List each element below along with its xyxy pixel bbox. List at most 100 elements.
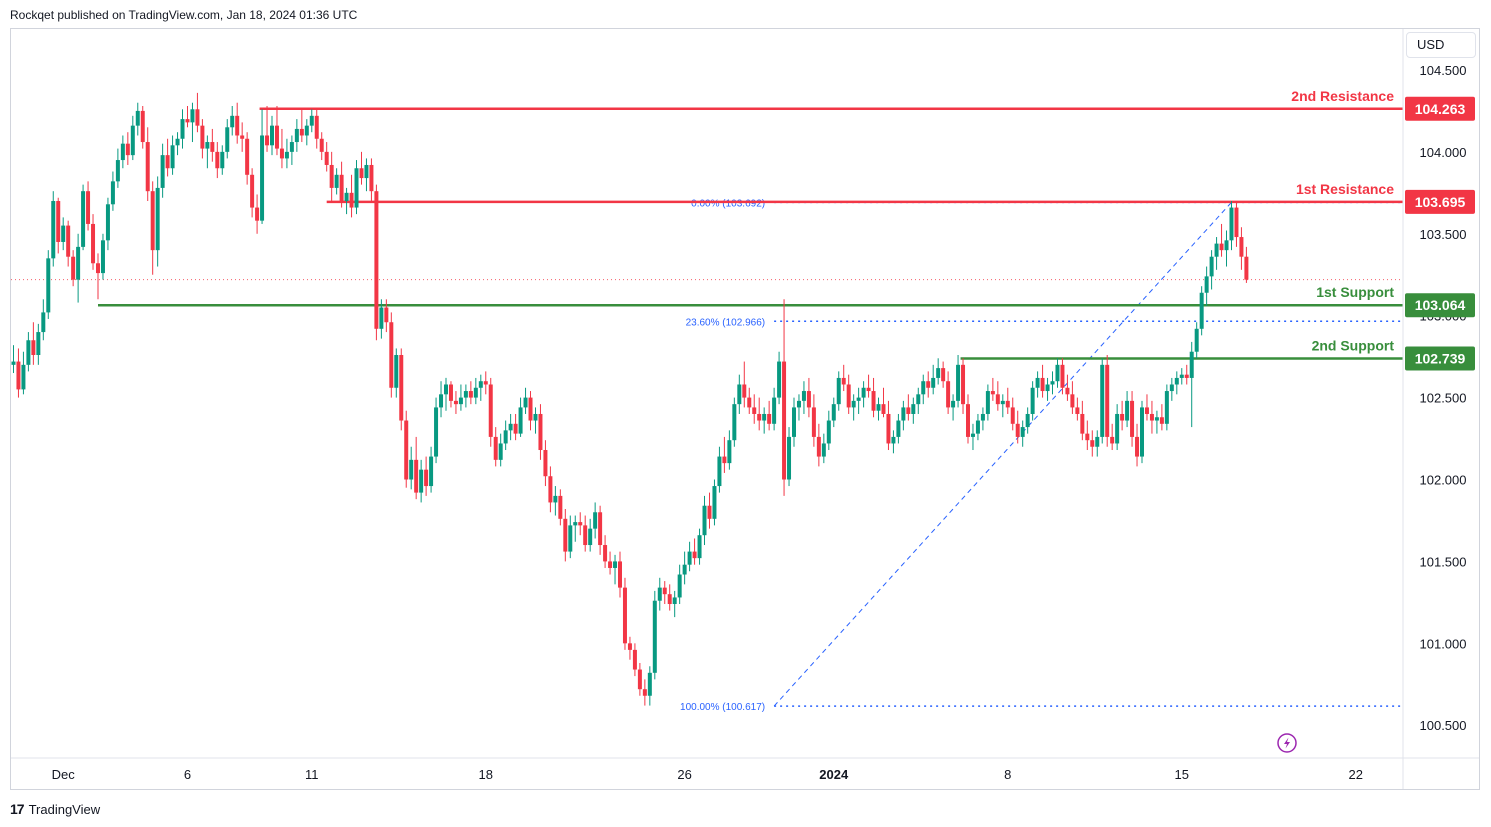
price-tags: 104.263 103.695 103.064 102.739	[1405, 96, 1475, 371]
candle	[250, 168, 255, 218]
candle	[334, 168, 339, 195]
candle-body	[1244, 256, 1249, 280]
candle-body	[1154, 417, 1159, 421]
candle-body	[294, 128, 299, 143]
candle-body	[777, 361, 782, 398]
candle-body	[856, 397, 861, 401]
candle	[1105, 355, 1110, 447]
candle	[409, 446, 414, 490]
candle-body	[990, 391, 995, 395]
candle	[990, 377, 995, 401]
candle	[245, 132, 250, 185]
x-tick-label: 26	[677, 767, 691, 782]
candle-body	[1085, 433, 1090, 441]
candle-body	[245, 138, 250, 175]
candle	[1199, 286, 1204, 336]
candle-body	[1060, 364, 1065, 388]
level-label: 1st Support	[1316, 284, 1394, 300]
candle-body	[767, 413, 772, 424]
candle	[180, 109, 185, 149]
candle	[1030, 381, 1035, 421]
candle	[1085, 420, 1090, 451]
candle-body	[96, 263, 100, 274]
tradingview-logo[interactable]: 17 TradingView	[10, 801, 100, 817]
candle	[1169, 377, 1174, 401]
candle-body	[503, 430, 508, 444]
candle-body	[125, 143, 130, 156]
candle	[792, 397, 796, 447]
candle	[354, 160, 359, 215]
candle-body	[36, 332, 41, 356]
candle-body	[463, 391, 468, 398]
candle-body	[250, 174, 255, 208]
currency-selector[interactable]: USD	[1406, 32, 1476, 58]
candle	[568, 515, 573, 559]
candle	[951, 394, 956, 421]
candle-body	[274, 125, 279, 149]
candle-body	[518, 407, 523, 434]
candle-body	[175, 138, 180, 146]
candle	[434, 397, 439, 464]
candle-body	[404, 420, 409, 480]
candle	[394, 348, 399, 398]
candle-body	[1045, 384, 1050, 392]
candle	[916, 387, 921, 414]
candle-body	[886, 413, 891, 444]
candle	[41, 299, 46, 341]
candle	[145, 127, 150, 202]
candle-body	[662, 587, 667, 595]
candle	[1055, 358, 1060, 388]
candle	[553, 486, 558, 516]
candle-body	[478, 381, 483, 388]
candle	[757, 397, 762, 431]
candle	[319, 132, 324, 161]
candle-body	[458, 397, 463, 405]
candle-body	[195, 109, 200, 126]
candle	[314, 107, 319, 149]
candle-body	[523, 397, 528, 408]
y-tick-label: 101.500	[1420, 554, 1467, 569]
candle	[135, 102, 140, 136]
candle-body	[488, 384, 493, 437]
candle	[846, 374, 851, 414]
candle-body	[806, 391, 811, 408]
tradingview-logo-text: TradingView	[28, 801, 101, 817]
candle	[339, 161, 344, 208]
candle	[1050, 371, 1055, 395]
candle	[742, 361, 747, 408]
candle	[1144, 394, 1149, 421]
candle	[831, 397, 836, 428]
candle	[51, 191, 56, 267]
candle	[36, 323, 41, 365]
candle-body	[677, 574, 682, 598]
candle-body	[528, 397, 533, 421]
candle	[717, 446, 722, 493]
candle-body	[876, 404, 881, 411]
publisher-attribution: Rockqet published on TradingView.com, Ja…	[10, 8, 358, 22]
candle	[483, 371, 488, 395]
candle	[1154, 410, 1159, 434]
candle-body	[145, 142, 150, 192]
candle-body	[1075, 407, 1080, 414]
candle-body	[230, 115, 235, 128]
candle	[225, 119, 230, 159]
tradingview-mark-icon: 17	[10, 801, 25, 817]
candle	[255, 194, 260, 234]
candle	[1025, 407, 1030, 434]
candle	[364, 158, 369, 192]
candle-body	[150, 191, 155, 251]
candle-body	[558, 495, 563, 519]
candle-body	[394, 355, 399, 388]
candle	[1164, 384, 1169, 431]
candle-body	[1189, 351, 1194, 378]
candle	[155, 176, 160, 267]
candle-body	[672, 597, 677, 605]
candle-body	[225, 127, 230, 152]
candle-body	[970, 433, 975, 437]
price-tag-value: 103.695	[1415, 194, 1466, 210]
price-tag-box	[1405, 346, 1475, 371]
replay-lightning-icon[interactable]	[1277, 733, 1297, 753]
x-tick-label: 22	[1349, 767, 1363, 782]
candle-body	[1055, 364, 1060, 382]
